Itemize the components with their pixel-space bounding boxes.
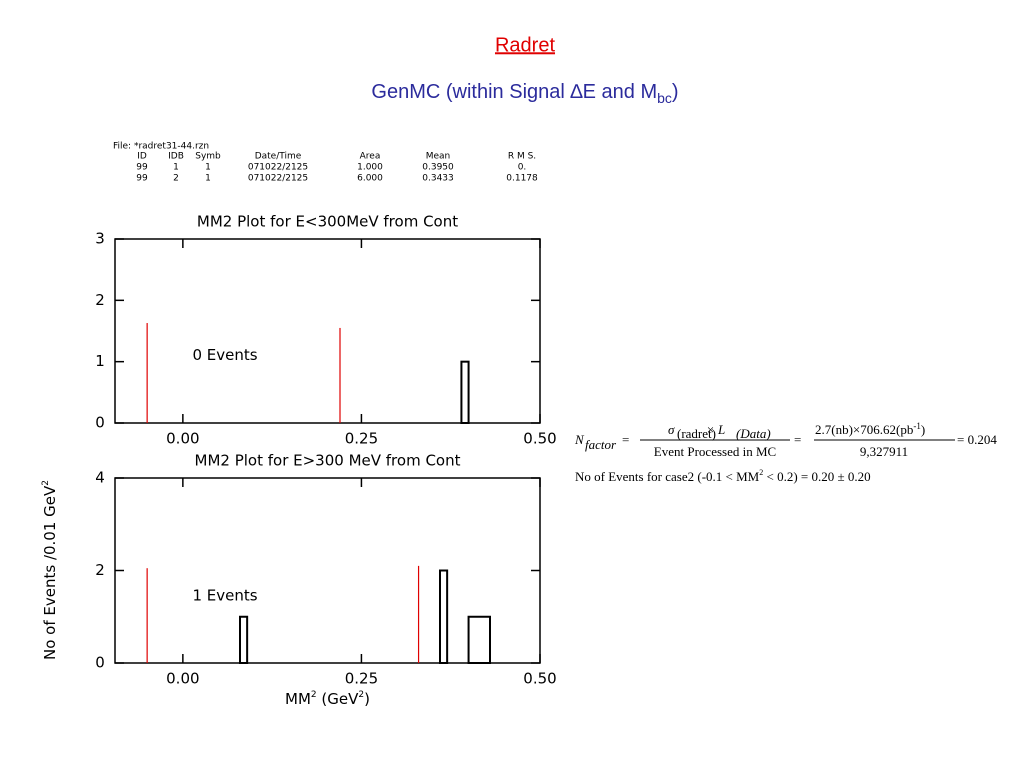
formula-n: N [574, 432, 585, 447]
y-tick-label: 3 [95, 230, 105, 248]
plot-frame [114, 238, 541, 424]
y-tick-label: 0 [95, 414, 105, 432]
histogram-bar [239, 615, 249, 664]
formula-sigma-sub: (radret) [677, 426, 716, 441]
file-info: File: *radret31-44.rzn ID IDB Symb Date/Tim… [113, 142, 538, 184]
formula-denominator: Event Processed in MC [654, 444, 776, 459]
column-header: IDB [168, 152, 184, 162]
table-cell: 0.1178 [506, 174, 538, 184]
table-cell: 6.000 [357, 174, 383, 184]
table-cell: 1 [205, 174, 211, 184]
formula-numerator: 2.7(nb)×706.62(pb-1) [815, 421, 925, 437]
chart-title: MM2 Plot for E<300MeV from Cont [197, 213, 458, 231]
table-cell: 99 [136, 174, 148, 184]
x-axis-label: MM2 (GeV2) [285, 690, 370, 708]
file-name: File: *radret31-44.rzn [113, 142, 209, 152]
y-label-part: No of Events /0.01 GeV [41, 485, 59, 660]
chart-title: MM2 Plot for E>300 MeV from Cont [195, 452, 461, 470]
table-cell: 1 [173, 163, 179, 173]
plot-frame [114, 477, 541, 664]
y-tick-label: 4 [95, 469, 105, 487]
formula-eq: = [794, 432, 801, 447]
formula-l-sub: (Data) [736, 426, 771, 441]
subtitle-text: GenMC (within Signal ∆E and M [371, 81, 657, 103]
num-sup: -1 [913, 421, 921, 431]
y-tick-label: 2 [95, 291, 105, 309]
histogram-bar [467, 615, 492, 664]
formula-sigma: σ [668, 422, 675, 437]
y-tick-label: 2 [95, 561, 105, 579]
events-text: < 0.2) = 0.20 ± 0.20 [763, 469, 870, 484]
table-cell: 071022/2125 [248, 163, 308, 173]
table-cell: 0. [518, 163, 527, 173]
table-cell: 99 [136, 163, 148, 173]
slide-subtitle: GenMC (within Signal ∆E and Mbc) [371, 81, 678, 105]
formula-eq: = [622, 432, 629, 447]
num-end: ) [921, 422, 925, 437]
column-header: Date/Time [255, 152, 302, 162]
subtitle-sub: bc [657, 90, 672, 106]
events-sup: 2 [759, 468, 763, 477]
column-header: Area [360, 152, 381, 162]
table-cell: 1.000 [357, 163, 383, 173]
subtitle-end: ) [672, 81, 679, 103]
annotation: 1 Events [192, 586, 257, 604]
table-cell: 0.3433 [422, 174, 454, 184]
histogram-bar [460, 360, 470, 424]
formula-n-sub: factor [585, 437, 617, 452]
y-axis-label: No of Events /0.01 GeV2 [41, 480, 59, 660]
annotation: 0 Events [192, 346, 257, 364]
x-label-part: ) [364, 690, 370, 708]
x-tick-label: 0.50 [523, 430, 556, 448]
events-text: No of Events for case2 (-0.1 < MM [575, 469, 760, 484]
histogram-bar [439, 569, 449, 664]
x-tick-label: 0.00 [166, 430, 199, 448]
formula: N factor = σ (radret) × L (Data) Event P… [574, 421, 997, 484]
x-label-part: MM [285, 690, 311, 708]
x-label-part: (GeV [317, 690, 359, 708]
column-header: Mean [426, 152, 451, 162]
column-header: R M S. [508, 152, 536, 162]
column-header: ID [137, 152, 147, 162]
column-header: Symb [195, 152, 221, 162]
x-tick-label: 0.25 [345, 670, 378, 688]
table-cell: 0.3950 [422, 163, 454, 173]
formula-denominator: 9,327911 [860, 444, 908, 459]
slide-title: Radret [495, 34, 555, 56]
events-line: No of Events for case2 (-0.1 < MM2 < 0.2… [575, 468, 871, 484]
formula-l: × L [706, 422, 725, 437]
x-tick-label: 0.50 [523, 670, 556, 688]
x-tick-label: 0.00 [166, 670, 199, 688]
plots: MM2 Plot for E<300MeV from Cont 0 1 2 3 0.00 0… [41, 213, 557, 708]
y-tick-label: 0 [95, 654, 105, 672]
num-text: 2.7(nb)×706.62(pb [815, 422, 913, 437]
y-tick-label: 1 [95, 352, 105, 370]
formula-result: = 0.204 [957, 432, 997, 447]
x-label-part: 2 [311, 690, 317, 700]
table-cell: 1 [205, 163, 211, 173]
x-tick-label: 0.25 [345, 430, 378, 448]
y-label-part: 2 [41, 480, 51, 486]
table-cell: 2 [173, 174, 179, 184]
table-cell: 071022/2125 [248, 174, 308, 184]
x-label-part: 2 [358, 690, 364, 700]
